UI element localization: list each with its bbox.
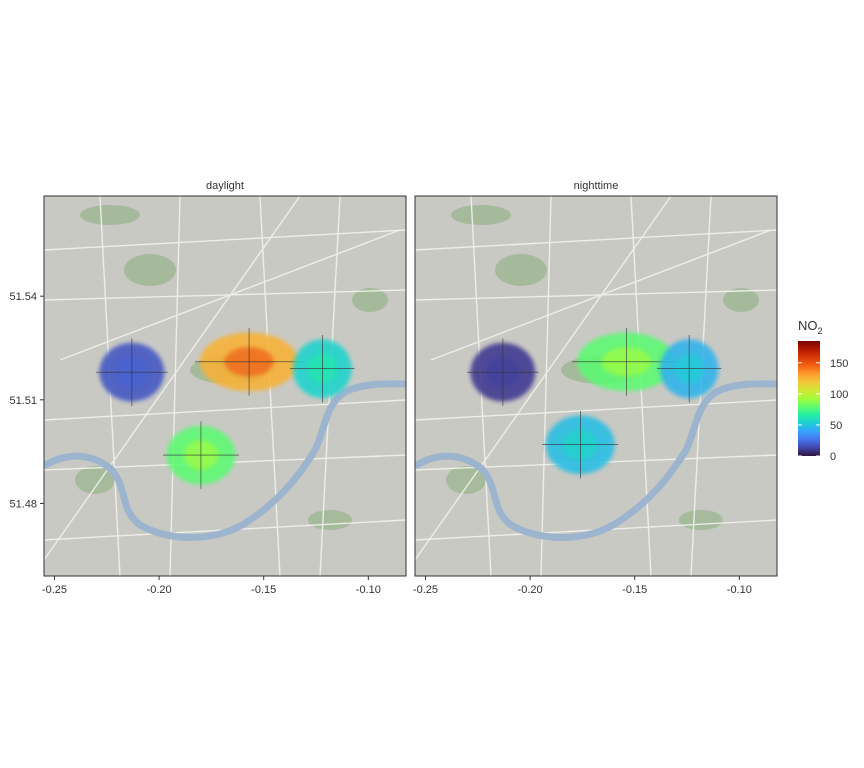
legend-title-main: NO (798, 318, 818, 333)
basemap-nighttime (415, 196, 777, 576)
no2-zone (572, 328, 681, 396)
legend-break-150: 150 (798, 358, 848, 370)
x-tick-label: -0.25 (42, 584, 67, 596)
y-tick-51.51: 51.51 (9, 395, 44, 407)
x-tick: -0.15 (622, 576, 647, 596)
legend-break-0: 0 (798, 451, 836, 463)
y-axis: 51.48 51.51 51.54 (9, 291, 44, 510)
x-axis-nighttime: -0.25 -0.20 -0.15 -0.10 (413, 576, 752, 596)
river-thames (415, 380, 777, 541)
map-parks (75, 205, 388, 530)
x-tick: -0.20 (518, 576, 543, 596)
x-tick-label: -0.10 (727, 584, 752, 596)
x-tick-label: -0.10 (356, 584, 381, 596)
x-tick: -0.25 (42, 576, 67, 596)
legend-title: NO2 (798, 318, 823, 336)
y-tick-51.48: 51.48 (9, 498, 44, 510)
panel-nighttime: nighttime (414, 174, 778, 577)
panel-border-nighttime (414, 195, 778, 577)
y-tick-label: 51.51 (9, 395, 37, 407)
x-tick-label: -0.20 (518, 584, 543, 596)
y-tick-label: 51.54 (9, 291, 37, 303)
no2-zone (656, 334, 722, 403)
no2-zone (542, 410, 619, 479)
no2-zone (290, 334, 355, 403)
legend-break-label: 150 (830, 358, 848, 370)
no2-zone (467, 338, 539, 406)
x-tick: -0.10 (356, 576, 381, 596)
x-tick-label: -0.15 (622, 584, 647, 596)
legend-break-label: 0 (830, 451, 836, 463)
facet-strip-daylight (44, 174, 406, 195)
no2-surface-daylight (96, 328, 355, 489)
x-tick: -0.20 (147, 576, 172, 596)
x-tick: -0.10 (727, 576, 752, 596)
x-tick-label: -0.25 (413, 584, 438, 596)
x-axis-daylight: -0.25 -0.20 -0.15 -0.10 (42, 576, 381, 596)
x-tick: -0.15 (251, 576, 276, 596)
x-tick: -0.25 (413, 576, 438, 596)
legend-break-100: 100 (798, 389, 848, 401)
facet-label-nighttime: nighttime (574, 180, 619, 192)
x-tick-label: -0.15 (251, 584, 276, 596)
legend-title-subscript: 2 (818, 326, 823, 336)
no2-zone (194, 328, 304, 396)
facet-strip-nighttime (415, 174, 777, 195)
no2-zone (96, 338, 168, 406)
legend-break-50: 50 (798, 420, 842, 432)
panel-daylight: daylight (43, 174, 407, 577)
x-tick-label: -0.20 (147, 584, 172, 596)
colorbar (798, 341, 820, 456)
y-tick-51.54: 51.54 (9, 291, 44, 303)
colorbar-legend: NO2 0 50 100 150 (798, 318, 848, 463)
y-tick-label: 51.48 (9, 498, 37, 510)
legend-break-label: 100 (830, 389, 848, 401)
river-thames (44, 380, 406, 541)
no2-zone (162, 421, 239, 489)
legend-break-label: 50 (830, 420, 842, 432)
facet-label-daylight: daylight (206, 180, 244, 192)
panel-border-daylight (43, 195, 407, 577)
no2-surface-nighttime (467, 328, 722, 479)
